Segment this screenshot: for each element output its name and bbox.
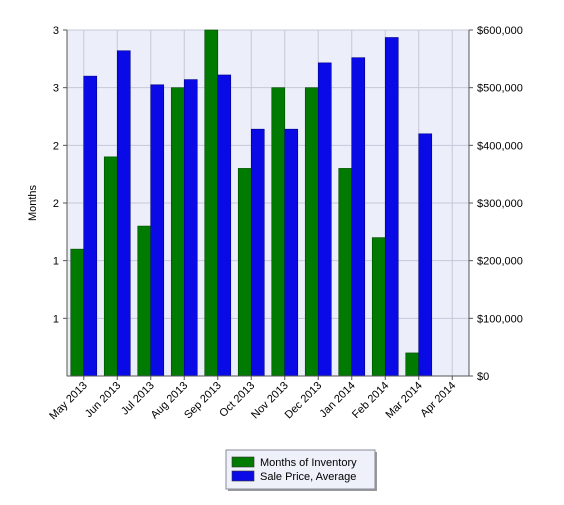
bar-sale-price-average [317, 62, 332, 377]
bar-months-of-inventory [170, 87, 185, 377]
bar-months-of-inventory [137, 225, 152, 377]
legend: Months of Inventory Sale Price, Average [225, 449, 377, 491]
right-axis-tick-label: $100,000 [477, 313, 523, 325]
legend-label: Months of Inventory [260, 457, 357, 469]
x-axis-tick-label: Jun 2013 [83, 380, 123, 420]
bar-months-of-inventory [204, 29, 219, 377]
bar-months-of-inventory [103, 156, 118, 377]
legend-swatch [231, 470, 255, 482]
right-axis-tick-label: $600,000 [477, 25, 523, 37]
right-axis-tick-label: $500,000 [477, 83, 523, 95]
left-axis-tick-label: 1 [53, 256, 59, 268]
legend-label: Sale Price, Average [260, 471, 356, 483]
bar-months-of-inventory [338, 168, 353, 377]
bar-sale-price-average [183, 79, 198, 377]
bar-months-of-inventory [304, 87, 319, 377]
bar-sale-price-average [83, 75, 98, 377]
right-axis-tick-label: $300,000 [477, 198, 523, 210]
legend-box [225, 449, 376, 490]
bar-months-of-inventory [237, 168, 252, 377]
bar-months-of-inventory [405, 352, 420, 377]
right-axis-tick-label: $0 [477, 371, 489, 383]
bars [70, 29, 433, 377]
bar-sale-price-average [150, 84, 165, 377]
bar-sale-price-average [418, 133, 433, 377]
legend-swatch [231, 456, 255, 468]
left-axis-tick-label: 3 [53, 25, 59, 37]
y-axis-label-left: Months [27, 184, 39, 221]
left-axis: 1 1 2 2 3 3 [53, 25, 68, 376]
x-axis-tick-label: May 2013 [47, 380, 90, 423]
bar-months-of-inventory [70, 248, 85, 377]
bar-sale-price-average [384, 37, 399, 377]
bar-sale-price-average [351, 57, 366, 377]
bar-sale-price-average [250, 128, 265, 377]
bar-months-of-inventory [371, 237, 386, 377]
x-axis-tick-label: Mar 2014 [384, 380, 425, 421]
x-axis-tick-label: Apr 2014 [418, 380, 458, 420]
bar-sale-price-average [116, 50, 131, 377]
bar-sale-price-average [284, 128, 299, 377]
right-axis-tick-label: $400,000 [477, 140, 523, 152]
right-axis: $0 $100,000 $200,000 $300,000 $400,000 $500,0… [468, 25, 523, 383]
left-axis-tick-label: 3 [53, 83, 59, 95]
right-axis-tick-label: $200,000 [477, 256, 523, 268]
x-axis-tick-label: Dec 2013 [283, 380, 325, 422]
left-axis-tick-label: 2 [53, 140, 59, 152]
bar-months-of-inventory [271, 87, 286, 377]
left-axis-tick-label: 1 [53, 313, 59, 325]
left-axis-tick-label: 2 [53, 198, 59, 210]
bar-sale-price-average [217, 74, 232, 377]
x-axis-tick-label: Sep 2013 [182, 380, 224, 422]
